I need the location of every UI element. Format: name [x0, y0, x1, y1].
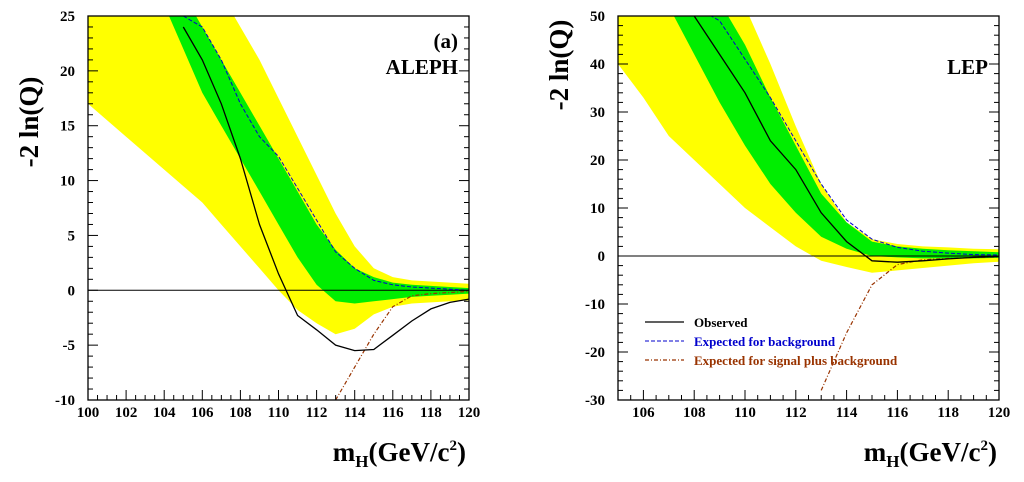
lep-x-tick-label: 116 [887, 405, 909, 421]
aleph-observed-line [182, 26, 469, 352]
lep-x-tick-label: 110 [734, 405, 756, 421]
aleph-x-tick-label: 102 [115, 405, 138, 421]
lep-y-tick-label: 10 [590, 201, 605, 217]
lep-x-tick-label: 118 [937, 405, 959, 421]
lep-observed-line [693, 16, 999, 263]
aleph-y-tick-label: 20 [60, 64, 75, 80]
aleph-x-tick-label: 106 [191, 405, 214, 421]
lep-1sigma-band [673, 16, 999, 259]
lep-2sigma-band [618, 16, 999, 273]
aleph-y-tick-label: -5 [63, 338, 76, 354]
aleph-x-tick-label: 110 [268, 405, 290, 421]
lep-y-tick-label: 0 [598, 249, 606, 265]
lep-y-tick-label: -20 [585, 345, 605, 361]
aleph-expected-signal-background-line [335, 290, 469, 400]
aleph-x-tick-label: 118 [420, 405, 442, 421]
lep-y-tick-label: 40 [590, 57, 605, 73]
aleph-x-axis-label: mH(GeV/c2) [333, 437, 466, 471]
aleph-y-tick-label: 10 [60, 174, 75, 190]
lep-ticks: 106 108 110 112 114 116 118 120 -30 -20 -10 0 10 20 30… [585, 9, 1010, 421]
aleph-y-tick-label: 5 [68, 228, 76, 244]
aleph-y-tick-label: -10 [55, 393, 75, 409]
aleph-y-tick-label: 25 [60, 9, 75, 25]
legend-observed-label: Observed [694, 315, 748, 330]
aleph-x-tick-label: 116 [382, 405, 404, 421]
lep-y-axis-label: -2 ln(Q) [544, 20, 574, 111]
aleph-x-tick-label: 104 [153, 405, 176, 421]
aleph-x-tick-label: 100 [77, 405, 100, 421]
aleph-ticks: 100 102 104 106 108 110 112 114 116 118 120 -10 -5 0 5… [55, 9, 480, 421]
lep-x-tick-label: 120 [988, 405, 1011, 421]
aleph-1sigma-band [168, 16, 469, 304]
lep-chart: 106 108 110 112 114 116 118 120 -30 -20 -10 0 10 20 30… [544, 9, 1010, 471]
aleph-y-axis-label: -2 ln(Q) [14, 77, 44, 168]
lep-expected-background-line [710, 16, 999, 256]
aleph-y-tick-label: 15 [60, 119, 75, 135]
aleph-annotation: (a) [434, 29, 459, 53]
aleph-chart: 100 102 104 106 108 110 112 114 116 118 120 -10 -5 0 5… [14, 9, 480, 471]
lep-y-tick-label: -30 [585, 393, 605, 409]
aleph-expected-background-line [183, 16, 469, 291]
lep-experiment-label: LEP [947, 55, 988, 79]
legend: Observed Expected for background Expecte… [645, 315, 898, 368]
lep-y-tick-label: 50 [590, 9, 605, 25]
legend-expected-signal-label: Expected for signal plus background [694, 353, 898, 368]
lep-expected-signal-background-line [820, 256, 999, 391]
lep-x-axis-label: mH(GeV/c2) [864, 437, 997, 471]
lep-x-tick-label: 106 [632, 405, 655, 421]
aleph-x-tick-label: 120 [458, 405, 481, 421]
lep-y-tick-label: -10 [585, 297, 605, 313]
lep-y-tick-label: 30 [590, 105, 605, 121]
lep-x-tick-label: 108 [683, 405, 706, 421]
aleph-y-tick-label: 0 [68, 283, 76, 299]
aleph-experiment-label: ALEPH [386, 55, 458, 79]
lep-x-tick-label: 114 [836, 405, 858, 421]
aleph-x-tick-label: 114 [344, 405, 366, 421]
lep-x-tick-label: 112 [785, 405, 807, 421]
legend-expected-background-label: Expected for background [694, 334, 836, 349]
aleph-x-tick-label: 112 [306, 405, 328, 421]
lep-y-tick-label: 20 [590, 153, 605, 169]
aleph-x-tick-label: 108 [229, 405, 252, 421]
